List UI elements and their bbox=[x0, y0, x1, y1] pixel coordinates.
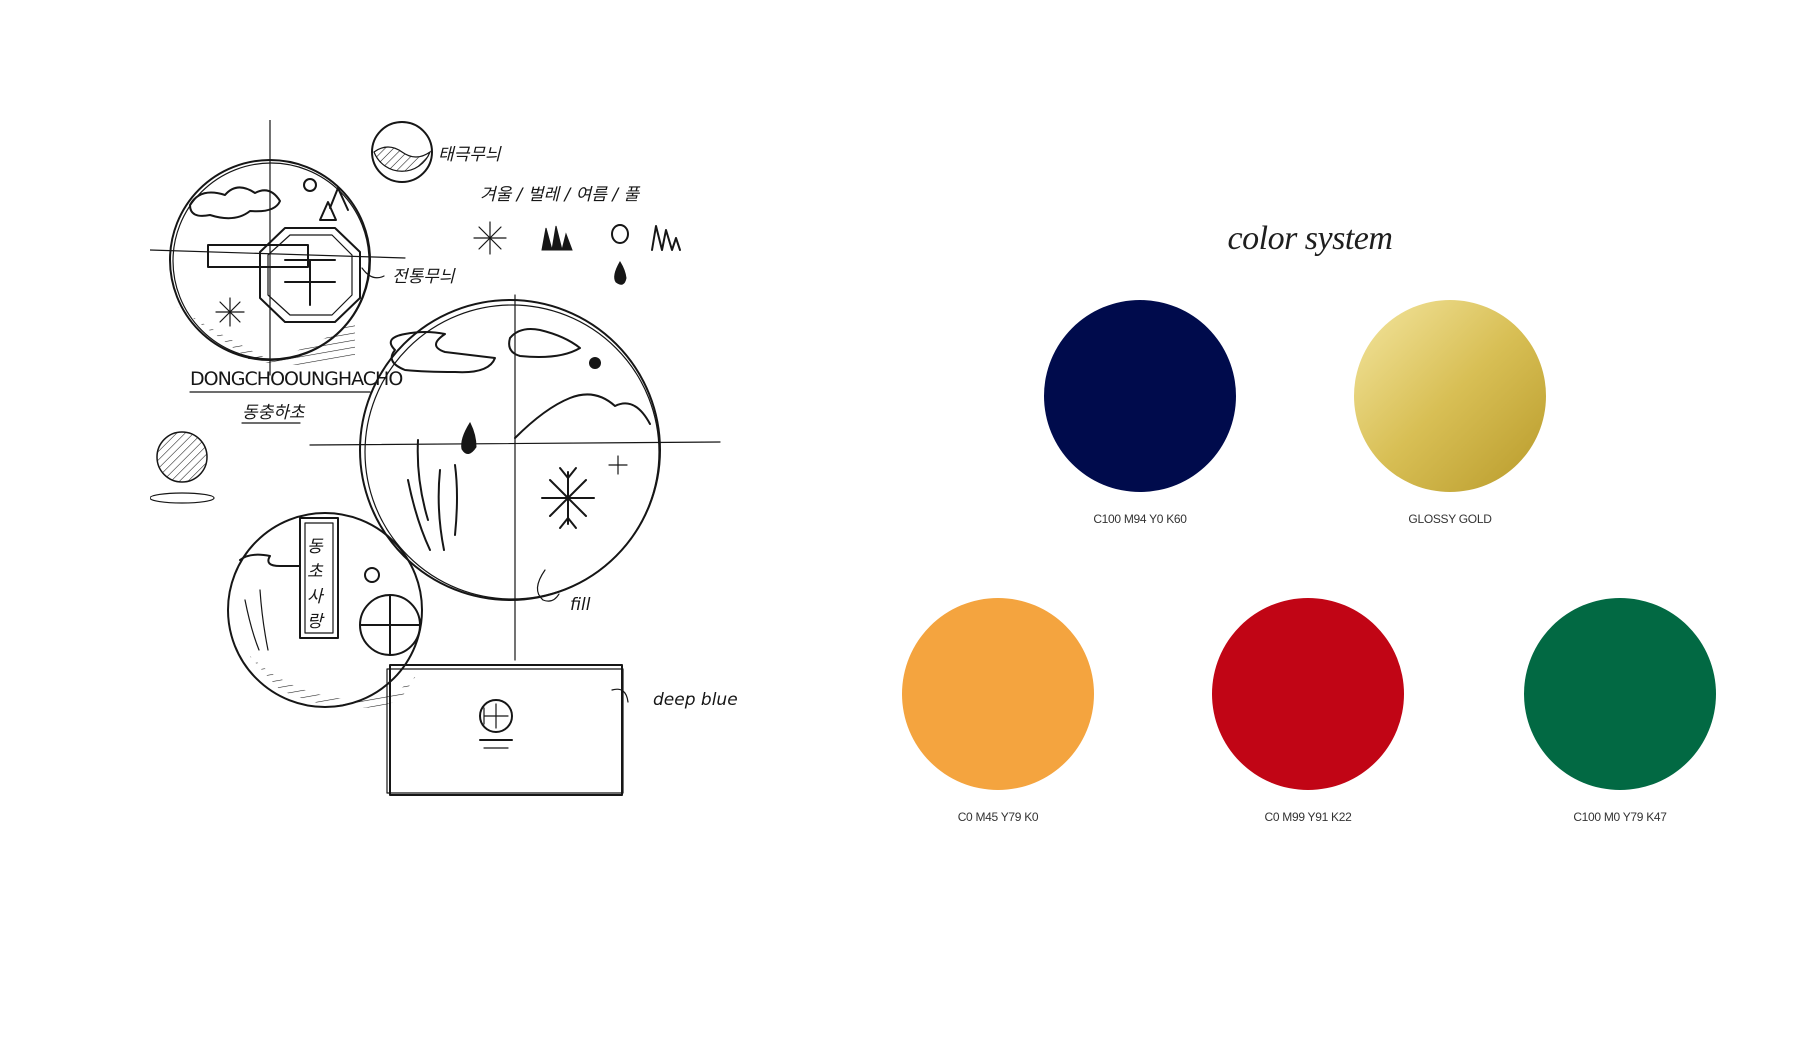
vertical-name-4: 랑 bbox=[307, 612, 325, 632]
color-system-title: color system bbox=[1227, 220, 1393, 257]
swatch-label: C100 M0 Y79 K47 bbox=[1573, 810, 1667, 824]
swatch-circle bbox=[1524, 598, 1716, 790]
swatch-orange: C0 M45 Y79 K0 bbox=[898, 598, 1098, 824]
note-deep-blue: deep blue bbox=[653, 690, 738, 710]
sketch-drawing: 전통무늬 DONGCHOOUNGHACHO 동충하초 태극무늬 겨울 / 벌레 … bbox=[150, 120, 738, 796]
sketch-emblem-bottom: 동 초 사 랑 bbox=[227, 512, 423, 708]
concept-sketch: 전통무늬 DONGCHOOUNGHACHO 동충하초 태극무늬 겨울 / 벌레 … bbox=[150, 120, 850, 950]
vertical-name-2: 초 bbox=[307, 562, 324, 582]
swatch-circle bbox=[902, 598, 1094, 790]
sketch-korean-caption: 동충하초 bbox=[242, 403, 306, 423]
sketch-card: deep blue bbox=[386, 664, 738, 796]
note-taeguk: 태극무늬 bbox=[438, 145, 502, 165]
swatch-label: GLOSSY GOLD bbox=[1408, 512, 1492, 526]
sketch-emblem-main: fill bbox=[309, 294, 721, 661]
swatch-circle bbox=[1044, 300, 1236, 492]
swatch-red: C0 M99 Y91 K22 bbox=[1208, 598, 1408, 824]
sketch-emblem-top: 전통무늬 DONGCHOOUNGHACHO 동충하초 bbox=[150, 120, 456, 424]
vertical-name-1: 동 bbox=[307, 537, 324, 557]
swatch-navy: C100 M94 Y0 K60 bbox=[1040, 300, 1240, 526]
sketch-taeguk-mark: 태극무늬 bbox=[371, 121, 502, 183]
vertical-name-3: 사 bbox=[307, 587, 325, 607]
swatch-green: C100 M0 Y79 K47 bbox=[1520, 598, 1720, 824]
swatch-label: C0 M45 Y79 K0 bbox=[957, 810, 1039, 824]
note-fill: fill bbox=[570, 595, 591, 615]
color-system-panel: color system C100 M94 Y0 K60 GLOSSY GOLD… bbox=[880, 200, 1780, 860]
swatch-circle bbox=[1212, 598, 1404, 790]
sketch-seasons-row: 겨울 / 벌레 / 여름 / 풀 bbox=[473, 185, 681, 285]
seasons-label: 겨울 / 벌레 / 여름 / 풀 bbox=[480, 185, 640, 205]
swatch-label: C100 M94 Y0 K60 bbox=[1093, 512, 1187, 526]
swatch-circle bbox=[1354, 300, 1546, 492]
swatch-gold: GLOSSY GOLD bbox=[1350, 300, 1550, 526]
sketch-dot-mark bbox=[150, 431, 215, 504]
note-traditional-pattern: 전통무늬 bbox=[392, 267, 456, 287]
sketch-brand-text: DONGCHOOUNGHACHO bbox=[190, 368, 402, 390]
swatch-label: C0 M99 Y91 K22 bbox=[1264, 810, 1352, 824]
